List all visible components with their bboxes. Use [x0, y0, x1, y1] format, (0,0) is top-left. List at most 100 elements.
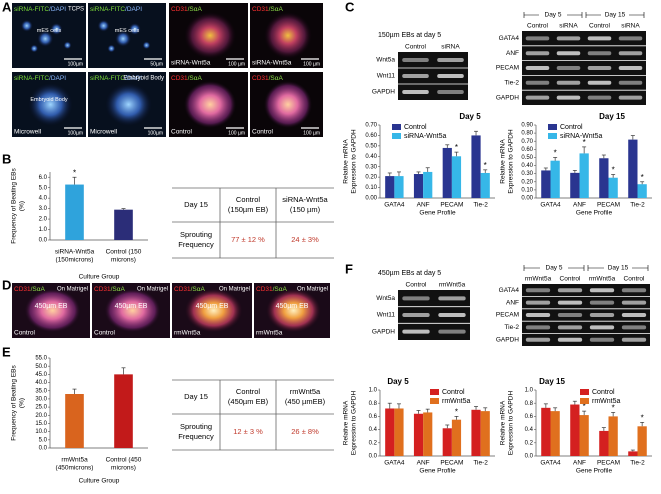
x-axis-label: Culture Group [79, 274, 120, 281]
bar [599, 158, 609, 198]
gel-row-label: Wnt5a [376, 295, 395, 302]
y-tick-label: 0.80 [521, 131, 533, 137]
bar [628, 139, 638, 198]
channel-label: CD31/SαA [14, 286, 46, 293]
bar [471, 409, 481, 456]
y-tick-label: 0.60 [521, 147, 533, 153]
bar [65, 184, 84, 240]
y-axis-label: Relative mRNA [343, 139, 350, 184]
bar [570, 404, 580, 456]
y-axis-label: (%) [19, 201, 26, 211]
bar [608, 177, 618, 198]
x-tick-label: PECAM [440, 202, 463, 209]
table-cell: rmWnt5a [290, 387, 321, 396]
y-tick-label: 0.60 [365, 133, 377, 139]
y-tick-label: 1.0 [525, 388, 534, 394]
gel-band [587, 66, 612, 70]
bar [628, 451, 638, 456]
channel-text: /SαA [191, 286, 206, 293]
channel-label: CD31/SαA [252, 75, 284, 82]
x-tick-label: Tie-2 [473, 460, 488, 467]
table-cell: Frequency [178, 240, 214, 249]
gel-title: 450µm EBs at day 5 [378, 270, 441, 277]
y-axis-label: Frequency of Beating EBs [11, 364, 18, 440]
bar [442, 147, 452, 198]
y-tick-label: 20.0 [35, 413, 47, 419]
panel-label: D [2, 277, 11, 292]
bar [579, 153, 589, 198]
x-tick-label: PECAM [440, 460, 463, 467]
panel-label: E [2, 344, 11, 359]
channel-text: /DAPI [49, 75, 66, 82]
y-tick-label: 0.20 [365, 175, 377, 181]
channel-text: CD31 [174, 286, 191, 293]
y-tick-label: 0.40 [521, 163, 533, 169]
caption-label: Control [94, 330, 116, 337]
gel-band [556, 36, 581, 41]
channel-text: siRNA-FITC [90, 75, 125, 82]
channel-label: CD31/SαA [171, 6, 203, 13]
table-cell: (150µm EB) [228, 205, 269, 214]
bar [413, 174, 424, 198]
gel-band [621, 337, 647, 342]
gel-row-label: GAPDH [372, 89, 395, 96]
gel-row-label: GATA4 [499, 35, 520, 42]
x-axis-label: Culture Group [79, 478, 120, 485]
y-tick-label: 15.0 [35, 421, 47, 427]
table-cell: Sprouting [180, 230, 212, 239]
gel-band [621, 288, 647, 293]
gel-band [589, 325, 615, 330]
gel-row-label: ANF [506, 299, 519, 306]
cell-blob [30, 44, 39, 53]
day-label: Day 15 [608, 265, 629, 272]
gel-row-label: Wnt5a [376, 57, 395, 64]
y-axis-label: Frequency of Beating EBs [11, 167, 18, 243]
legend-label: Control [404, 124, 427, 131]
image-label: 450µm EB [196, 303, 229, 310]
gel-lane-label: Control [405, 44, 427, 51]
legend-swatch [580, 389, 589, 395]
embryoid-body [24, 288, 81, 333]
cell-blob [37, 30, 54, 47]
chart-title: Day 5 [459, 112, 481, 121]
gel-band [557, 337, 583, 342]
y-axis-label: Expression to GAPDH [351, 129, 358, 194]
gel-band [402, 90, 429, 94]
embryoid-body [266, 288, 321, 333]
y-tick-label: 0.20 [521, 179, 533, 185]
gel-band [402, 329, 430, 334]
gel-band [589, 300, 615, 305]
bar [394, 176, 404, 198]
channel-label: CD31/SαA [252, 6, 284, 13]
y-tick-label: 0.2 [369, 440, 378, 446]
bar [480, 172, 490, 198]
y-tick-label: 0.4 [369, 427, 378, 433]
gel-band [618, 66, 643, 70]
legend-label: Control [442, 389, 465, 396]
bar [423, 171, 433, 198]
x-tick-label: ANF [573, 460, 586, 467]
table-cell: Day 15 [184, 200, 208, 209]
panel-label: A [2, 0, 12, 14]
gel-band [437, 90, 464, 94]
gel-band [525, 288, 551, 293]
significance-marker: * [641, 173, 644, 182]
bar [480, 411, 490, 456]
y-tick-label: 55.0 [35, 356, 47, 362]
gel-lane-label: Control [560, 276, 582, 283]
gel-band [621, 300, 647, 305]
table-cell: 12 ± 3 % [233, 427, 263, 436]
channel-text: siRNA-FITC [14, 6, 49, 13]
gel-band [621, 313, 647, 317]
bar [65, 394, 84, 448]
x-axis-label: Gene Profile [576, 210, 613, 217]
y-tick-label: 0.6 [525, 414, 534, 420]
bar [423, 412, 433, 456]
gel-row-label: PECAM [496, 65, 519, 72]
table-cell: (450µm EB) [228, 397, 269, 406]
gel-band [525, 337, 551, 342]
image-label: 450µm EB [276, 303, 309, 310]
gel-band [589, 288, 615, 293]
channel-label: siRNA-FITC/DAPI [14, 75, 66, 82]
y-tick-label: 0.0 [369, 454, 378, 460]
